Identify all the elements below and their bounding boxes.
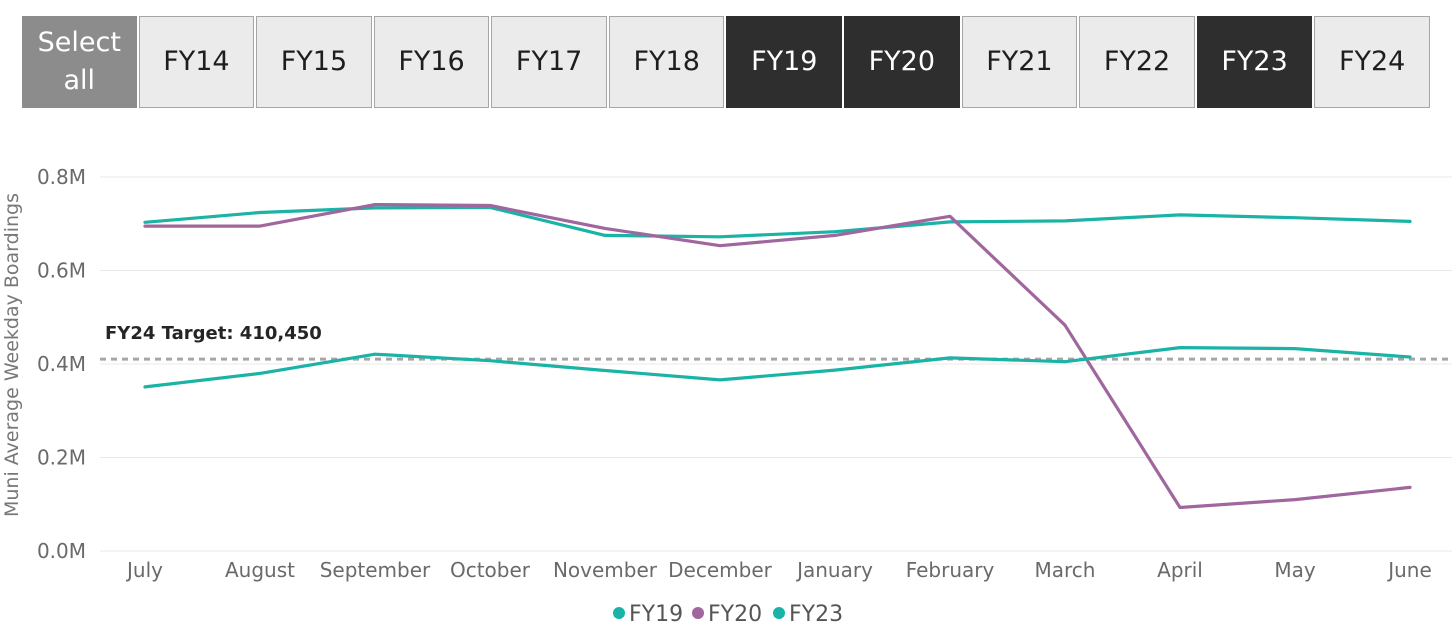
x-axis-labels: July August September October November Decemb… — [125, 558, 1432, 582]
series-line-fy20 — [143, 203, 1412, 510]
slicer-button-fy24[interactable]: FY24 — [1314, 16, 1430, 108]
legend-label-fy20: FY20 — [708, 602, 762, 627]
x-tick-label: August — [225, 558, 295, 582]
slicer-button-fy22[interactable]: FY22 — [1079, 16, 1195, 108]
target-reference: FY24 Target: 410,450 — [100, 323, 1452, 361]
legend-marker-fy20 — [692, 607, 704, 619]
x-tick-label: November — [553, 558, 658, 582]
slicer-button-fy16[interactable]: FY16 — [373, 16, 490, 108]
legend: FY19 FY20 FY23 — [613, 602, 843, 627]
x-tick-label: March — [1035, 558, 1096, 582]
slicer-button-fy17[interactable]: FY17 — [491, 16, 607, 108]
x-tick-label: September — [320, 558, 431, 582]
slicer-button-fy15[interactable]: FY15 — [256, 16, 372, 108]
x-tick-label: May — [1274, 558, 1316, 582]
slicer-button-fy23[interactable]: FY23 — [1196, 16, 1313, 108]
y-tick-label: 0.0M — [37, 539, 86, 563]
y-tick-label: 0.6M — [37, 259, 86, 283]
x-tick-label: July — [125, 558, 163, 582]
series-lines — [143, 203, 1412, 510]
legend-label-fy23: FY23 — [789, 602, 843, 627]
slicer-button-fy14[interactable]: FY14 — [138, 16, 255, 108]
slicer-button-fy19[interactable]: FY19 — [726, 16, 843, 108]
y-tick-label: 0.8M — [37, 165, 86, 189]
x-tick-label: June — [1386, 558, 1432, 582]
slicer-button-fy21[interactable]: FY21 — [961, 16, 1078, 108]
legend-marker-fy19 — [613, 607, 625, 619]
slicer-button-fy18[interactable]: FY18 — [608, 16, 725, 108]
select-all-button[interactable]: Select all — [22, 16, 137, 108]
x-tick-label: October — [450, 558, 531, 582]
x-tick-label: December — [668, 558, 772, 582]
y-tick-label: 0.2M — [37, 446, 86, 470]
slicer-button-fy20[interactable]: FY20 — [844, 16, 960, 108]
legend-marker-fy23 — [773, 607, 785, 619]
y-tick-label: 0.4M — [37, 352, 86, 376]
y-axis-title: Muni Average Weekday Boardings — [1, 193, 23, 517]
y-axis-labels: 0.0M 0.2M 0.4M 0.6M 0.8M — [37, 165, 86, 563]
target-annotation: FY24 Target: 410,450 — [105, 323, 322, 344]
grid-lines — [100, 176, 1452, 552]
x-tick-label: April — [1157, 558, 1203, 582]
legend-label-fy19: FY19 — [629, 602, 683, 627]
x-tick-label: February — [906, 558, 995, 582]
x-tick-label: January — [795, 558, 873, 582]
fiscal-year-slicer: Select all FY14 FY15 FY16 FY17 FY18 FY19 … — [22, 16, 1432, 108]
series-line-fy23 — [143, 346, 1412, 389]
